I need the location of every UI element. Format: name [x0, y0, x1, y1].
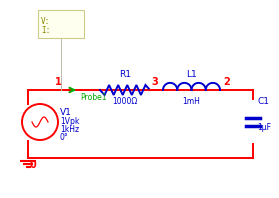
Text: 1Vpk: 1Vpk	[60, 117, 79, 126]
Text: 1mH: 1mH	[182, 97, 200, 106]
Text: 2: 2	[223, 77, 230, 87]
Text: 1μF: 1μF	[257, 124, 271, 132]
Text: 1000Ω: 1000Ω	[112, 97, 138, 106]
Text: C1: C1	[257, 96, 269, 106]
Text: L1: L1	[186, 70, 197, 79]
Text: 0°: 0°	[60, 133, 69, 142]
Text: 0: 0	[29, 160, 36, 170]
Text: 1: 1	[55, 77, 62, 87]
Text: I:: I:	[41, 26, 50, 35]
Text: 1kHz: 1kHz	[60, 125, 79, 134]
Text: R1: R1	[119, 70, 131, 79]
Text: V1: V1	[60, 108, 72, 117]
FancyBboxPatch shape	[38, 10, 84, 38]
Text: V:: V:	[41, 17, 50, 26]
Text: 3: 3	[151, 77, 158, 87]
Text: Probe1: Probe1	[80, 93, 107, 102]
